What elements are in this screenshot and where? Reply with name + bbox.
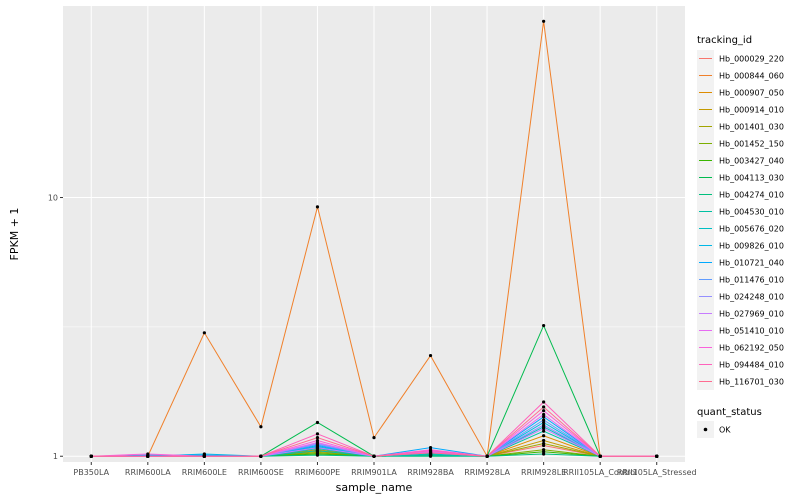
legend-series: tracking_id Hb_000029_220 Hb_000844_060 Hb…: [697, 35, 784, 390]
shape-legend-point: [703, 427, 708, 432]
data-point: [202, 454, 206, 458]
shape-legend-title: quant_status: [697, 407, 762, 418]
data-point: [542, 423, 546, 427]
data-point: [315, 432, 320, 436]
x-tick-label: RRIM928LA: [464, 468, 510, 477]
x-tick-label: RRIM600LE: [182, 468, 227, 477]
legend-label: Hb_011476_010: [719, 276, 784, 285]
data-point: [259, 425, 263, 429]
data-point: [315, 205, 320, 209]
data-point: [655, 454, 659, 458]
y-axis: 1 10: [48, 194, 63, 461]
legend-label: Hb_000914_010: [719, 106, 784, 115]
data-point: [542, 452, 546, 456]
legend-label: Hb_116701_030: [719, 378, 784, 387]
data-point: [542, 323, 546, 328]
data-point: [542, 409, 546, 413]
legend-label: Hb_003427_040: [719, 157, 784, 166]
legend-label: Hb_000844_060: [719, 72, 784, 81]
data-point: [542, 415, 546, 419]
x-axis-title: sample_name: [336, 481, 413, 494]
legend-label: Hb_094484_010: [719, 361, 784, 370]
grid-lines: [63, 6, 685, 462]
data-point: [542, 400, 546, 404]
legend-label: Hb_027969_010: [719, 310, 784, 319]
legend-label: Hb_000029_220: [719, 55, 784, 64]
data-point: [428, 451, 433, 455]
y-tick-label: 1: [53, 452, 58, 461]
legend-quant-status: quant_status OK: [697, 407, 762, 438]
legend-label: Hb_009826_010: [719, 242, 784, 251]
data-point: [598, 454, 602, 458]
legend-label: Hb_051410_010: [719, 327, 784, 336]
data-point: [372, 454, 376, 458]
data-point: [89, 454, 93, 458]
data-points: [89, 19, 659, 458]
legend-label: Hb_010721_040: [719, 259, 784, 268]
data-point: [542, 19, 546, 23]
x-axis: PB350LA RRIM600LA RRIM600LE RRIM600SE RRIM60…: [73, 462, 697, 477]
data-point: [372, 436, 376, 440]
data-point: [485, 454, 489, 458]
x-tick-label: PB350LA: [73, 468, 109, 477]
legend-label: Hb_024248_010: [719, 293, 784, 302]
data-point: [146, 454, 150, 458]
data-point: [542, 405, 546, 409]
y-tick-label: 10: [48, 194, 58, 203]
legend-label: Hb_005676_020: [719, 225, 784, 234]
data-point: [542, 434, 546, 438]
data-point: [315, 453, 320, 457]
x-tick-label: RRIM928BA: [407, 468, 454, 477]
data-point: [542, 441, 546, 446]
data-point: [315, 420, 320, 425]
data-point: [542, 426, 546, 431]
legend-label: Hb_004113_030: [719, 174, 784, 183]
data-point: [542, 420, 546, 425]
data-point: [542, 418, 546, 422]
x-tick-label: RRIM600LA: [125, 468, 171, 477]
x-tick-label: RRIM600PE: [295, 468, 341, 477]
x-tick-label: RRIM928LE: [521, 468, 566, 477]
data-point: [542, 429, 546, 433]
data-point: [315, 436, 320, 440]
x-tick-label: RRII105LA_Stressed: [617, 468, 697, 477]
x-tick-label: RRII105LA_Control: [563, 468, 637, 477]
shape-legend-label: OK: [719, 426, 731, 435]
legend-label: Hb_001401_030: [719, 123, 784, 132]
data-point: [315, 445, 320, 450]
x-tick-label: RRIM600SE: [238, 468, 284, 477]
data-point: [542, 412, 546, 417]
data-point: [259, 454, 263, 458]
x-tick-label: RRIM901LA: [351, 468, 397, 477]
legend-label: Hb_004274_010: [719, 191, 784, 200]
data-point: [202, 331, 206, 335]
data-point: [428, 353, 433, 358]
y-axis-title: FPKM + 1: [8, 208, 21, 261]
data-point: [146, 452, 150, 456]
data-point: [542, 438, 546, 443]
legend-label: Hb_000907_050: [719, 89, 784, 98]
legend-label: Hb_001452_150: [719, 140, 784, 149]
legend-label: Hb_062192_050: [719, 344, 784, 353]
legend-label: Hb_004530_010: [719, 208, 784, 217]
legend-title: tracking_id: [697, 35, 752, 46]
data-point: [315, 438, 320, 443]
